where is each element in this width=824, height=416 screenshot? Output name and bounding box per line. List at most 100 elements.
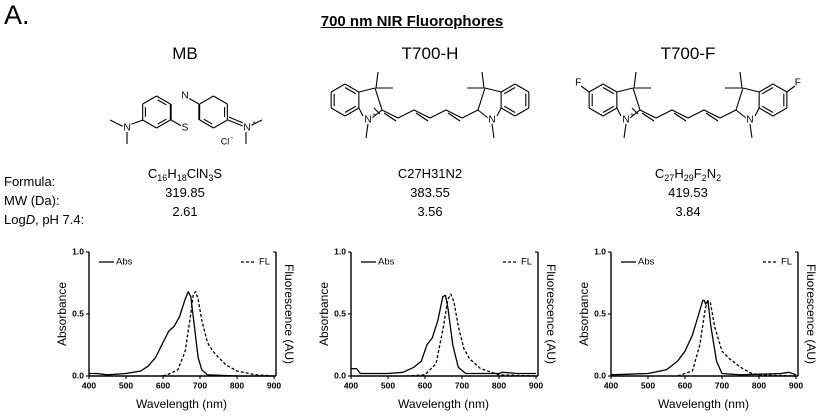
polymethine-chain (381, 109, 479, 119)
x-tick-label: 900 (789, 380, 803, 390)
bond (496, 107, 502, 117)
double-bond (761, 105, 774, 113)
bond (514, 107, 530, 117)
double-bond (705, 112, 719, 122)
x-tick-label: 700 (455, 380, 469, 390)
bond (602, 83, 618, 93)
bond (742, 87, 760, 93)
x-tick-label: 600 (418, 380, 432, 390)
figure-title: 700 nm NIR Fluorophores (0, 13, 824, 30)
bond (170, 119, 186, 129)
x-tick-label: 400 (604, 380, 618, 390)
bond (786, 85, 796, 93)
bond (616, 107, 622, 117)
bond (358, 107, 364, 117)
double-bond (383, 112, 397, 122)
y2-axis-label: Fluorescence (AU) (282, 264, 296, 364)
methyl-bond (749, 123, 753, 139)
legend-abs-label: Abs (378, 257, 395, 268)
methyl-bond (249, 119, 263, 127)
double-bond (344, 105, 357, 113)
atom-f: F (575, 78, 581, 89)
compound-name-mb: MB (172, 44, 198, 63)
bond (772, 83, 788, 93)
bond (616, 87, 634, 93)
x-tick-label: 600 (678, 380, 692, 390)
series-line-abs (610, 299, 797, 376)
methyl-bond (365, 123, 369, 139)
bond (199, 95, 214, 105)
logd-mb: 2.61 (172, 204, 198, 219)
y-tick-label: 0.5 (594, 308, 606, 318)
y-tick-label: 1.0 (72, 246, 84, 256)
x-tick-label: 800 (492, 380, 506, 390)
x-tick-label: 500 (641, 380, 655, 390)
bond (514, 83, 530, 93)
polymethine-chain (639, 109, 737, 119)
y-tick-label: 0.5 (72, 308, 84, 318)
y-tick-label: 1.0 (334, 246, 346, 256)
charge: + (630, 113, 634, 119)
bond (330, 83, 346, 93)
mw-label: MW (Da): (4, 193, 60, 208)
x-tick-label: 800 (752, 380, 766, 390)
x-axis-label: Wavelength (nm) (398, 397, 489, 411)
y-tick-label: 0.5 (334, 308, 346, 318)
legend-fl-label: FL (521, 257, 532, 268)
bond (758, 107, 774, 117)
atom-n: N (364, 115, 371, 126)
t700f-structure: N +FNF (575, 71, 801, 139)
methyl-bond (481, 71, 485, 89)
atom-n: N (123, 123, 130, 134)
bond (758, 83, 774, 93)
spectrum-chart-t700-h: 400 500 600 700 800 900 0.0 0.5 1.0 Wavelength (n… (317, 246, 558, 411)
bond (142, 95, 157, 105)
figure-title-text: 700 nm NIR Fluorophores (320, 13, 504, 30)
double-bond (631, 107, 639, 115)
atom-f: F (795, 78, 801, 89)
bond (374, 87, 383, 111)
bond (632, 87, 641, 111)
series-line-fl (677, 300, 797, 377)
atom-n: N (746, 115, 753, 126)
atom-s: S (182, 123, 189, 134)
bond (500, 107, 516, 117)
series-line-abs (89, 291, 274, 377)
mw-mb: 319.85 (165, 185, 205, 200)
x-axis-label: Wavelength (nm) (658, 397, 749, 411)
atom-n-plus: N (243, 123, 250, 134)
x-tick-label: 900 (529, 380, 543, 390)
bond (125, 119, 144, 127)
methyl-bond (109, 119, 125, 128)
legend-abs-label: Abs (638, 257, 655, 268)
x-tick-label: 400 (82, 380, 96, 390)
methyl-bond (375, 71, 379, 89)
legend-fl-label: FL (259, 257, 270, 268)
double-bond (203, 118, 213, 125)
bond (754, 107, 760, 117)
double-bond (761, 87, 774, 95)
mw-t700h: 383.55 (410, 185, 450, 200)
bond (371, 109, 383, 119)
bond (344, 83, 360, 93)
charge: + (372, 113, 376, 119)
double-bond (157, 118, 167, 125)
double-bond (602, 87, 615, 95)
double-bond (641, 112, 655, 122)
y-tick-label: 0.0 (334, 370, 346, 380)
atom-n: N (488, 115, 495, 126)
mw-t700f: 419.53 (668, 185, 708, 200)
bond (500, 83, 516, 93)
double-bond (373, 107, 381, 115)
x-tick-label: 400 (344, 380, 358, 390)
mb-structure: NSN N +Cl - (109, 89, 263, 146)
formula-t700f: C27H29F2N2 (654, 166, 722, 183)
bond (588, 107, 604, 117)
bond (358, 87, 376, 93)
series-line-fl (162, 291, 275, 377)
t700h-structure: N + N (330, 71, 530, 139)
legend-fl-label: FL (781, 257, 792, 268)
bond (330, 107, 346, 117)
y-tick-label: 0.0 (72, 370, 84, 380)
bond (156, 95, 171, 105)
